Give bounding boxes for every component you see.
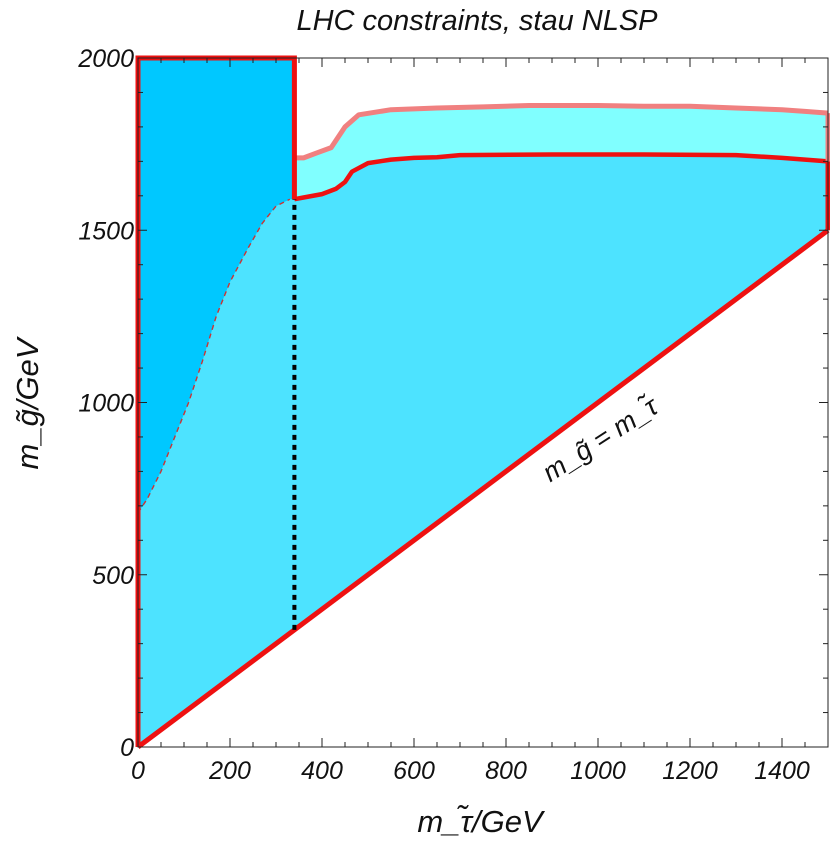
x-tick-label: 1000 — [570, 757, 626, 785]
chart-title: LHC constraints, stau NLSP — [296, 5, 658, 37]
x-tick-label: 1200 — [662, 757, 718, 785]
y-tick-label: 2000 — [77, 45, 134, 73]
x-axis-label: m_τ̃/GeV — [417, 804, 546, 839]
y-tick-label: 0 — [120, 734, 134, 762]
x-tick-label: 600 — [393, 757, 435, 785]
upper-boundary-line — [294, 103, 829, 161]
x-tick-label: 0 — [131, 757, 145, 785]
y-axis-label: m_g̃/GeV — [10, 335, 45, 469]
diagonal-line — [136, 228, 830, 750]
lower-boundary-line — [293, 152, 829, 202]
x-tick-label: 400 — [301, 757, 343, 785]
main-region — [138, 58, 828, 747]
y-tick-label: 1000 — [78, 390, 134, 418]
dashed-curve — [137, 198, 291, 514]
x-tick-label: 800 — [485, 757, 527, 785]
excluded-box-region — [138, 58, 295, 513]
y-tick-label: 1500 — [78, 217, 134, 245]
x-tick-label: 200 — [208, 757, 251, 785]
x-tick-label: 1400 — [754, 757, 810, 785]
y-tick-label: 500 — [92, 562, 134, 590]
